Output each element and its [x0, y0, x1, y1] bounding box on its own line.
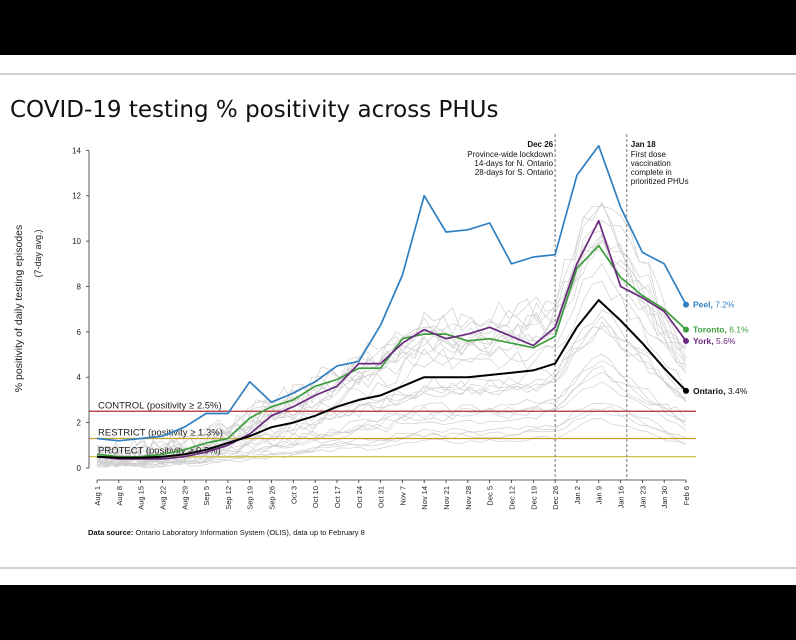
x-tick-label: Nov 28 [464, 486, 473, 510]
annotation-line: First dose [631, 150, 667, 159]
data-source-note: Data source: Ontario Laboratory Informat… [88, 528, 365, 537]
x-tick-label: Feb 6 [682, 486, 691, 505]
series-end-value: 5.6% [714, 336, 736, 346]
series-line [96, 144, 687, 442]
background-phu-line [96, 201, 687, 464]
slide: COVID-19 testing % positivity across PHU… [0, 55, 796, 585]
threshold-label: RESTRICT (positivity ≥ 1.3%) [98, 428, 223, 439]
annotation-line: 28-days for S. Ontario [475, 168, 554, 177]
x-tick-label: Jan 9 [595, 486, 604, 504]
series-end-value: 6.1% [727, 325, 749, 335]
x-tick-label: Sep 12 [224, 486, 233, 510]
series-name: York, [693, 336, 714, 346]
series-end-label: Peel, 7.2% [693, 300, 735, 310]
x-tick-label: Aug 8 [115, 486, 124, 506]
threshold-label: CONTROL (positivity ≥ 2.5%) [98, 400, 222, 411]
y-tick-label: 6 [77, 328, 82, 337]
x-tick-label: Jan 23 [638, 486, 647, 509]
annotation-line: vaccination [631, 159, 671, 168]
background-phu-lines [96, 201, 687, 468]
x-tick-label: Aug 1 [93, 486, 102, 506]
x-tick-label: Nov 7 [398, 486, 407, 506]
x-tick-label: Oct 24 [355, 486, 364, 508]
series-name: Toronto, [693, 325, 727, 335]
y-tick-label: 14 [72, 146, 81, 155]
series-end-label: York, 5.6% [693, 336, 736, 346]
background-phu-line [96, 402, 687, 468]
y-tick-label: 8 [77, 282, 82, 291]
background-phu-line [96, 360, 687, 467]
x-tick-label: Dec 12 [507, 486, 516, 510]
x-tick-label: Oct 3 [289, 486, 298, 504]
x-tick-label: Jan 30 [660, 486, 669, 509]
series-lines [96, 144, 689, 460]
x-tick-label: Sep 19 [246, 486, 255, 510]
y-tick-label: 0 [77, 464, 82, 473]
axes: 0 2 4 6 8 10 12 14 % positivity of daily testing… [13, 146, 691, 509]
annotation-line: 14-days for N. Ontario [474, 159, 553, 168]
x-tick-label: Aug 29 [180, 486, 189, 510]
series-end-marker [683, 387, 689, 394]
annotation-line: complete in [631, 168, 672, 177]
threshold-lines: CONTROL (positivity ≥ 2.5%) RESTRICT (pos… [89, 400, 696, 458]
annotation-title: Dec 26 [527, 140, 553, 149]
background-phu-line [96, 410, 687, 467]
threshold-label: PROTECT (positivity ≥ 0.5%) [98, 446, 221, 457]
background-phu-line [96, 315, 687, 467]
slide-bottom-rule [0, 567, 796, 569]
background-phu-line [96, 371, 687, 468]
annotation-line: prioritized PHUs [631, 177, 689, 186]
series-line [96, 299, 687, 459]
x-tick-label: Dec 5 [486, 486, 495, 506]
y-axis-label: % positivity of daily testing episodes [13, 225, 25, 393]
x-tick-label: Nov 21 [442, 486, 451, 510]
background-phu-line [96, 418, 687, 468]
x-tick-label: Nov 14 [420, 486, 429, 510]
x-tick-label: Oct 10 [311, 486, 320, 508]
background-phu-line [96, 233, 687, 465]
series-end-marker [683, 326, 689, 333]
chart: CONTROL (positivity ≥ 2.5%) RESTRICT (pos… [13, 134, 749, 510]
x-tick-label: Sep 5 [202, 486, 211, 506]
series-line [96, 244, 687, 458]
y-tick-label: 2 [77, 419, 82, 428]
series-end-value: 7.2% [713, 300, 735, 310]
annotation-title: Jan 18 [631, 140, 656, 149]
series-end-label: Ontario, 3.4% [693, 386, 748, 396]
series-end-marker [683, 337, 689, 344]
chart-title: COVID-19 testing % positivity across PHU… [10, 97, 499, 123]
labels: Peel, 7.2%Toronto, 6.1%York, 5.6%Ontario… [693, 300, 749, 396]
series-name: Peel, [693, 300, 713, 310]
x-tick-label: Sep 26 [268, 486, 277, 510]
annotation-line: Province-wide lockdown [467, 150, 553, 159]
y-tick-label: 12 [72, 192, 81, 201]
series-name: Ontario, [693, 386, 726, 396]
series-line [96, 219, 687, 460]
x-tick-label: Dec 19 [529, 486, 538, 510]
y-axis-label-sub: (7-day avg.) [33, 229, 43, 277]
x-tick-label: Jan 16 [617, 486, 626, 509]
background-phu-line [96, 205, 687, 465]
series-end-marker [683, 301, 689, 308]
background-phu-line [96, 219, 687, 467]
x-tick-label: Jan 2 [573, 486, 582, 504]
x-tick-label: Dec 26 [551, 486, 560, 510]
y-tick-label: 10 [72, 237, 81, 246]
data-source-text: Ontario Laboratory Information System (O… [135, 528, 365, 537]
series-end-label: Toronto, 6.1% [693, 325, 749, 335]
x-tick-label: Oct 17 [333, 486, 342, 508]
y-tick-label: 4 [77, 373, 82, 382]
x-tick-label: Aug 15 [137, 486, 146, 510]
slide-top-rule [0, 73, 796, 75]
x-tick-label: Oct 31 [377, 486, 386, 508]
x-tick-label: Aug 22 [158, 486, 167, 510]
data-source-label: Data source: [88, 528, 134, 537]
series-end-value: 3.4% [726, 386, 748, 396]
